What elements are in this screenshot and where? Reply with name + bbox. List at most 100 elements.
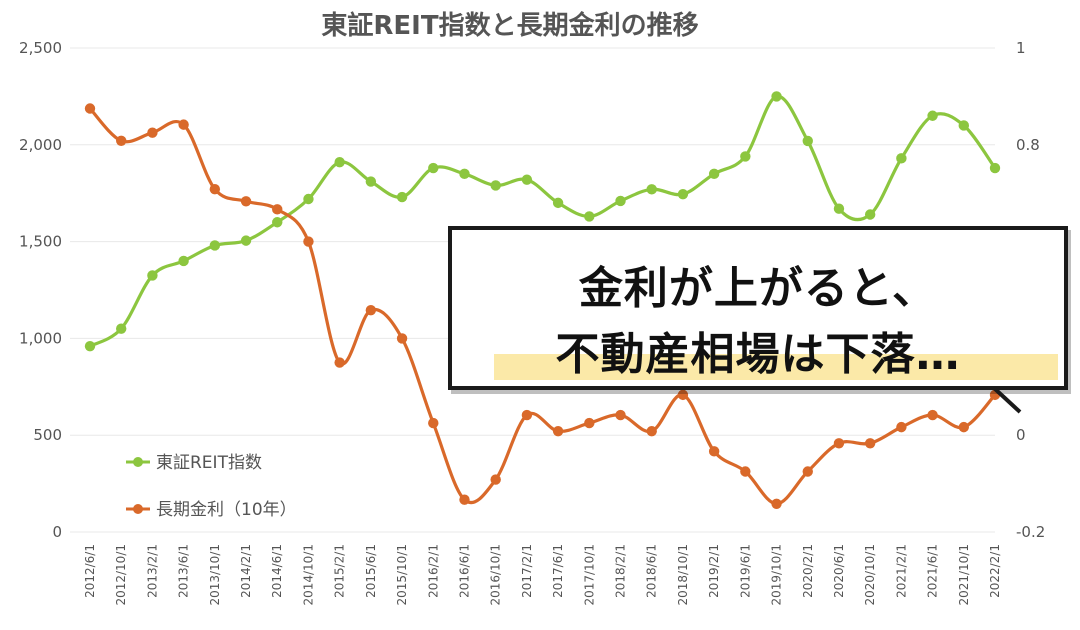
data-point-reit bbox=[584, 211, 595, 222]
data-point-reit bbox=[708, 168, 720, 180]
chart-legend: 東証REIT指数 長期金利（10年） bbox=[126, 453, 297, 520]
x-tick-label: 2016/10/1 bbox=[489, 544, 503, 606]
data-point-reit bbox=[521, 174, 533, 185]
y2-tick-label: 0.8 bbox=[1016, 136, 1040, 154]
data-point-rate bbox=[615, 409, 626, 421]
legend-rate-marker bbox=[133, 504, 143, 514]
x-tick-label: 2015/10/1 bbox=[395, 544, 409, 606]
data-point-rate bbox=[708, 446, 720, 457]
data-point-reit bbox=[771, 91, 782, 102]
data-point-reit bbox=[303, 193, 314, 205]
x-tick-label: 2020/2/1 bbox=[801, 544, 815, 598]
data-point-reit bbox=[84, 340, 96, 352]
data-point-reit bbox=[958, 120, 969, 131]
data-point-reit bbox=[552, 197, 564, 209]
data-point-reit bbox=[428, 162, 439, 174]
data-point-reit bbox=[396, 191, 408, 203]
data-point-rate bbox=[147, 127, 158, 138]
x-tick-label: 2019/10/1 bbox=[770, 544, 784, 606]
data-point-reit bbox=[178, 255, 189, 267]
x-tick-label: 2019/2/1 bbox=[707, 544, 721, 598]
data-point-rate bbox=[552, 425, 564, 437]
data-point-rate bbox=[833, 438, 845, 449]
x-tick-label: 2017/10/1 bbox=[582, 544, 596, 606]
x-tick-label: 2016/6/1 bbox=[457, 544, 471, 598]
data-point-reit bbox=[927, 110, 938, 121]
x-tick-label: 2012/6/1 bbox=[83, 544, 97, 598]
data-point-rate bbox=[521, 409, 533, 421]
data-point-reit bbox=[615, 195, 626, 207]
left-axis-ticks: 2,500 2,000 1,500 1,000 500 0 bbox=[19, 39, 62, 541]
data-point-rate bbox=[116, 135, 127, 146]
legend-reit-label: 東証REIT指数 bbox=[156, 453, 262, 473]
data-point-rate bbox=[303, 236, 314, 247]
x-tick-label: 2021/10/1 bbox=[957, 544, 971, 606]
series-reit bbox=[84, 91, 1001, 352]
data-point-reit bbox=[802, 135, 813, 147]
y-tick-label: 2,500 bbox=[19, 39, 62, 57]
x-tick-label: 2015/6/1 bbox=[364, 544, 378, 598]
x-tick-label: 2020/6/1 bbox=[832, 544, 846, 598]
data-point-reit bbox=[240, 235, 252, 246]
legend-rate-label: 長期金利（10年） bbox=[156, 500, 297, 520]
y-tick-label: 1,000 bbox=[19, 329, 62, 347]
data-point-rate bbox=[896, 421, 907, 433]
x-tick-label: 2017/6/1 bbox=[551, 544, 565, 598]
data-point-reit bbox=[490, 180, 501, 191]
data-point-reit bbox=[833, 203, 845, 214]
callout-line-1: 金利が上がると、 bbox=[578, 263, 938, 314]
data-point-rate bbox=[334, 357, 345, 368]
data-point-rate bbox=[989, 389, 1001, 401]
y2-tick-label: 1 bbox=[1016, 39, 1026, 57]
data-point-reit bbox=[272, 217, 283, 228]
data-point-rate bbox=[584, 417, 595, 429]
data-point-reit bbox=[116, 323, 127, 334]
x-tick-label: 2020/10/1 bbox=[863, 544, 877, 606]
x-tick-label: 2014/2/1 bbox=[239, 544, 253, 598]
x-tick-label: 2019/6/1 bbox=[738, 544, 752, 598]
data-point-rate bbox=[396, 333, 408, 344]
data-point-rate bbox=[646, 425, 657, 437]
data-point-reit bbox=[459, 168, 470, 180]
data-point-rate bbox=[864, 438, 876, 449]
data-point-reit bbox=[334, 157, 345, 168]
data-point-rate bbox=[428, 417, 439, 429]
callout-line-2: 不動産相場は下落… bbox=[555, 329, 961, 380]
callout-highlight bbox=[494, 354, 1058, 380]
y-tick-label: 500 bbox=[33, 426, 62, 444]
data-point-rate bbox=[927, 409, 938, 421]
x-tick-label: 2013/2/1 bbox=[145, 544, 159, 598]
data-point-reit bbox=[646, 184, 657, 195]
x-tick-label: 2018/6/1 bbox=[645, 544, 659, 598]
data-point-rate bbox=[365, 304, 377, 316]
x-tick-label: 2012/10/1 bbox=[114, 544, 128, 606]
x-tick-label: 2018/10/1 bbox=[676, 544, 690, 606]
y2-tick-label: 0 bbox=[1016, 426, 1026, 444]
data-point-rate bbox=[84, 103, 96, 114]
y-tick-label: 0 bbox=[52, 523, 62, 541]
x-axis-ticks: 2012/6/1 2012/10/1 2013/2/1 2013/6/1 2013/10… bbox=[83, 544, 1002, 606]
data-point-reit bbox=[740, 151, 751, 162]
x-tick-label: 2014/6/1 bbox=[270, 544, 284, 598]
data-point-rate bbox=[771, 498, 782, 509]
legend-reit-marker bbox=[133, 457, 143, 467]
data-point-rate bbox=[178, 119, 189, 130]
y2-tick-label: -0.2 bbox=[1016, 523, 1045, 541]
x-tick-label: 2017/2/1 bbox=[520, 544, 534, 598]
series-rate bbox=[84, 103, 1001, 509]
x-tick-label: 2021/6/1 bbox=[926, 544, 940, 598]
x-tick-label: 2013/10/1 bbox=[208, 544, 222, 606]
data-point-reit bbox=[864, 209, 876, 220]
data-point-reit bbox=[365, 176, 377, 187]
y-tick-label: 2,000 bbox=[19, 136, 62, 154]
data-point-reit bbox=[896, 153, 907, 164]
data-point-reit bbox=[209, 240, 221, 251]
chart-title: 東証REIT指数と長期金利の推移 bbox=[321, 10, 698, 41]
data-point-reit bbox=[677, 188, 689, 200]
data-point-reit bbox=[989, 162, 1001, 174]
data-point-rate bbox=[740, 466, 751, 477]
x-tick-label: 2018/2/1 bbox=[614, 544, 628, 598]
data-point-rate bbox=[272, 204, 283, 215]
